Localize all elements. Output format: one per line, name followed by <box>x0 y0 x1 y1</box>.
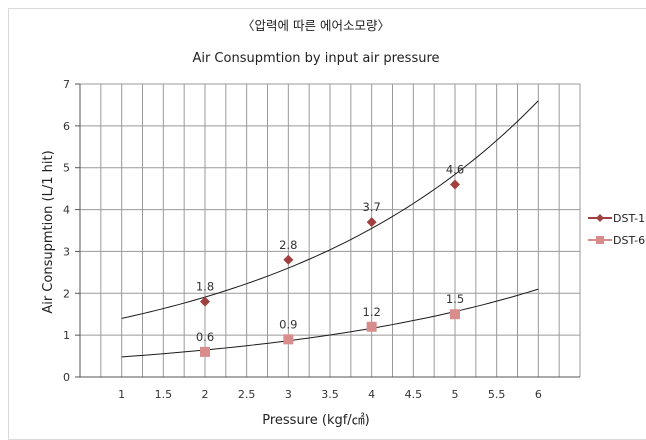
data-label: 4.6 <box>446 162 464 176</box>
y-tick-label: 3 <box>63 245 70 258</box>
data-label: 0.9 <box>279 317 297 331</box>
y-tick-label: 0 <box>63 371 70 384</box>
legend-marker <box>596 236 604 244</box>
axes <box>75 83 580 378</box>
chart-title: 〈압력에 따른 에어소모량〉 <box>242 18 390 33</box>
legend: DST-100 DST-60 <box>588 212 646 247</box>
x-tick-label: 3 <box>285 388 292 401</box>
x-tick-label: 5 <box>452 388 459 401</box>
trendline-dst-100 <box>121 100 539 319</box>
point-marker <box>283 334 294 345</box>
legend-marker <box>596 214 604 222</box>
x-tick-label: 1 <box>118 388 125 401</box>
y-tick-label: 1 <box>63 329 70 342</box>
data-label: 1.2 <box>363 305 381 319</box>
x-tick-label: 5.5 <box>488 388 506 401</box>
data-points: 1.8 2.8 3.7 4.6 0.6 0.9 1.2 1.5 <box>196 162 464 357</box>
x-tick-label: 2.5 <box>238 388 256 401</box>
legend-label: DST-100 <box>613 212 646 225</box>
point-marker <box>366 321 377 332</box>
data-label: 2.8 <box>279 238 297 252</box>
data-label: 1.8 <box>196 280 214 294</box>
point-marker <box>366 217 377 228</box>
point-marker <box>200 346 210 357</box>
gridlines <box>79 83 581 378</box>
x-tick-label: 4.5 <box>405 388 423 401</box>
tick-labels: 0 1 2 3 4 5 6 7 1 1.5 2 2.5 3 3.5 4 4.5 5 5.5 6 <box>63 78 542 401</box>
x-tick-label: 3.5 <box>321 388 339 401</box>
data-label: 3.7 <box>363 200 381 214</box>
trendlines <box>121 100 539 358</box>
y-axis-label: Air Consupmtion (L/1 hit) <box>41 150 56 313</box>
legend-label: DST-60 <box>613 234 646 247</box>
trendline-dst-60 <box>121 288 539 358</box>
x-axis-label: Pressure (kgf/㎠) <box>262 413 370 428</box>
x-tick-label: 4 <box>368 388 375 401</box>
y-tick-label: 6 <box>63 120 70 133</box>
x-tick-label: 6 <box>535 388 542 401</box>
data-label: 1.5 <box>446 292 464 306</box>
point-marker <box>450 309 460 320</box>
chart-frame <box>8 8 646 440</box>
chart-subtitle: Air Consupmtion by input air pressure <box>192 51 439 66</box>
point-marker <box>283 254 294 265</box>
y-tick-label: 2 <box>63 287 70 300</box>
x-tick-label: 1.5 <box>155 388 173 401</box>
y-tick-label: 7 <box>63 78 70 91</box>
point-marker <box>200 296 210 307</box>
x-tick-label: 2 <box>202 388 209 401</box>
data-label: 0.6 <box>196 330 214 344</box>
point-marker <box>450 179 460 190</box>
y-tick-label: 4 <box>63 204 70 217</box>
y-tick-label: 5 <box>63 162 70 175</box>
